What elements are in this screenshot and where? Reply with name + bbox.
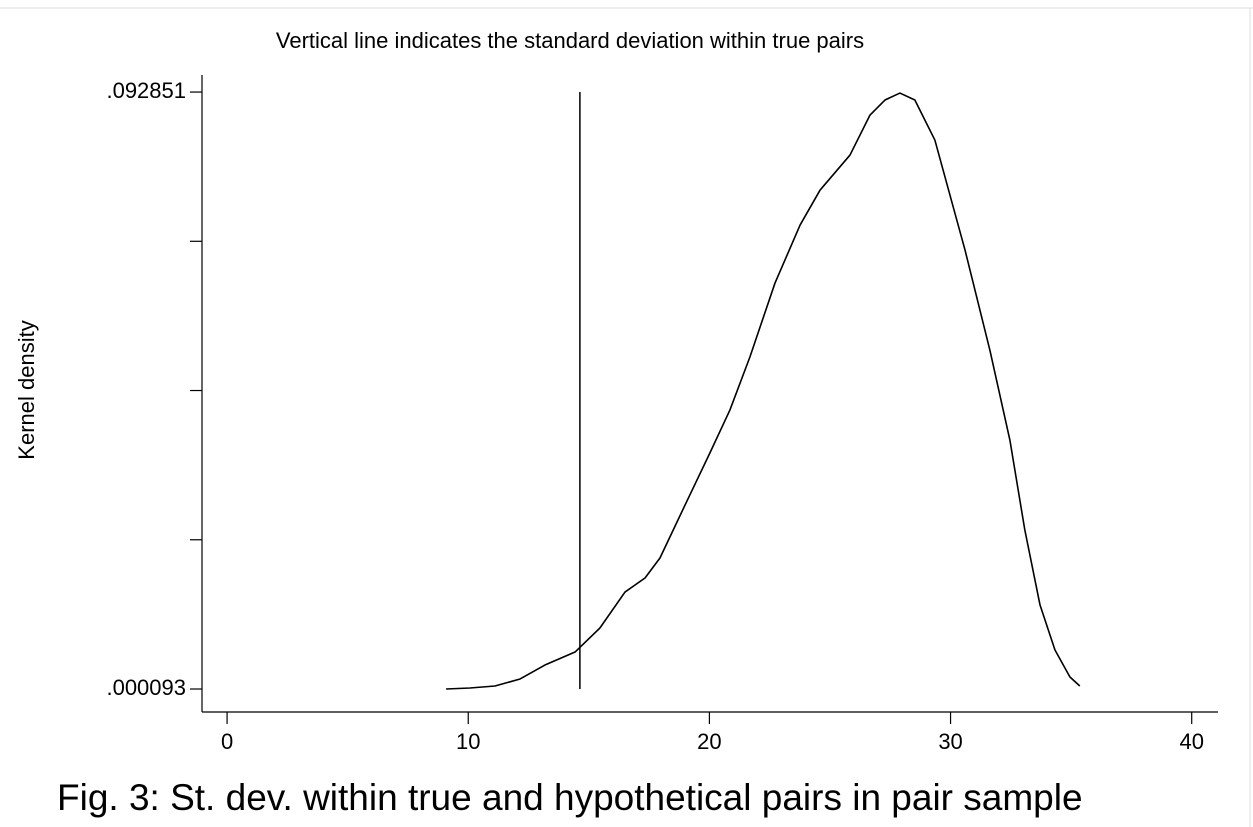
chart-title: Vertical line indicates the standard dev… bbox=[276, 28, 864, 53]
x-tick-label: 10 bbox=[456, 729, 480, 754]
x-tick-label: 30 bbox=[938, 729, 962, 754]
density-curve bbox=[446, 92, 1081, 690]
x-tick-label: 20 bbox=[697, 729, 721, 754]
figure-caption: Fig. 3: St. dev. within true and hypothe… bbox=[57, 777, 1083, 818]
y-axis-label: Kernel density bbox=[14, 320, 39, 459]
x-tick-label: 0 bbox=[221, 729, 233, 754]
y-tick-label: .092851 bbox=[106, 78, 186, 103]
x-tick-label: 40 bbox=[1179, 729, 1203, 754]
y-tick-label: .000093 bbox=[106, 675, 186, 700]
